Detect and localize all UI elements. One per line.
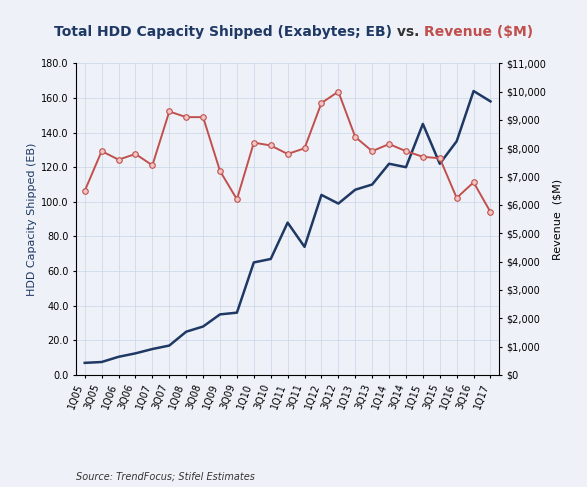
Y-axis label: Revenue  ($M): Revenue ($M) — [552, 179, 562, 260]
Text: vs.: vs. — [392, 25, 424, 38]
Text: Source: TrendFocus; Stifel Estimates: Source: TrendFocus; Stifel Estimates — [76, 472, 255, 482]
Y-axis label: HDD Capacity Shipped (EB): HDD Capacity Shipped (EB) — [27, 143, 37, 296]
Text: Total HDD Capacity Shipped (Exabytes; EB): Total HDD Capacity Shipped (Exabytes; EB… — [54, 25, 392, 38]
Text: Revenue ($M): Revenue ($M) — [424, 25, 533, 38]
